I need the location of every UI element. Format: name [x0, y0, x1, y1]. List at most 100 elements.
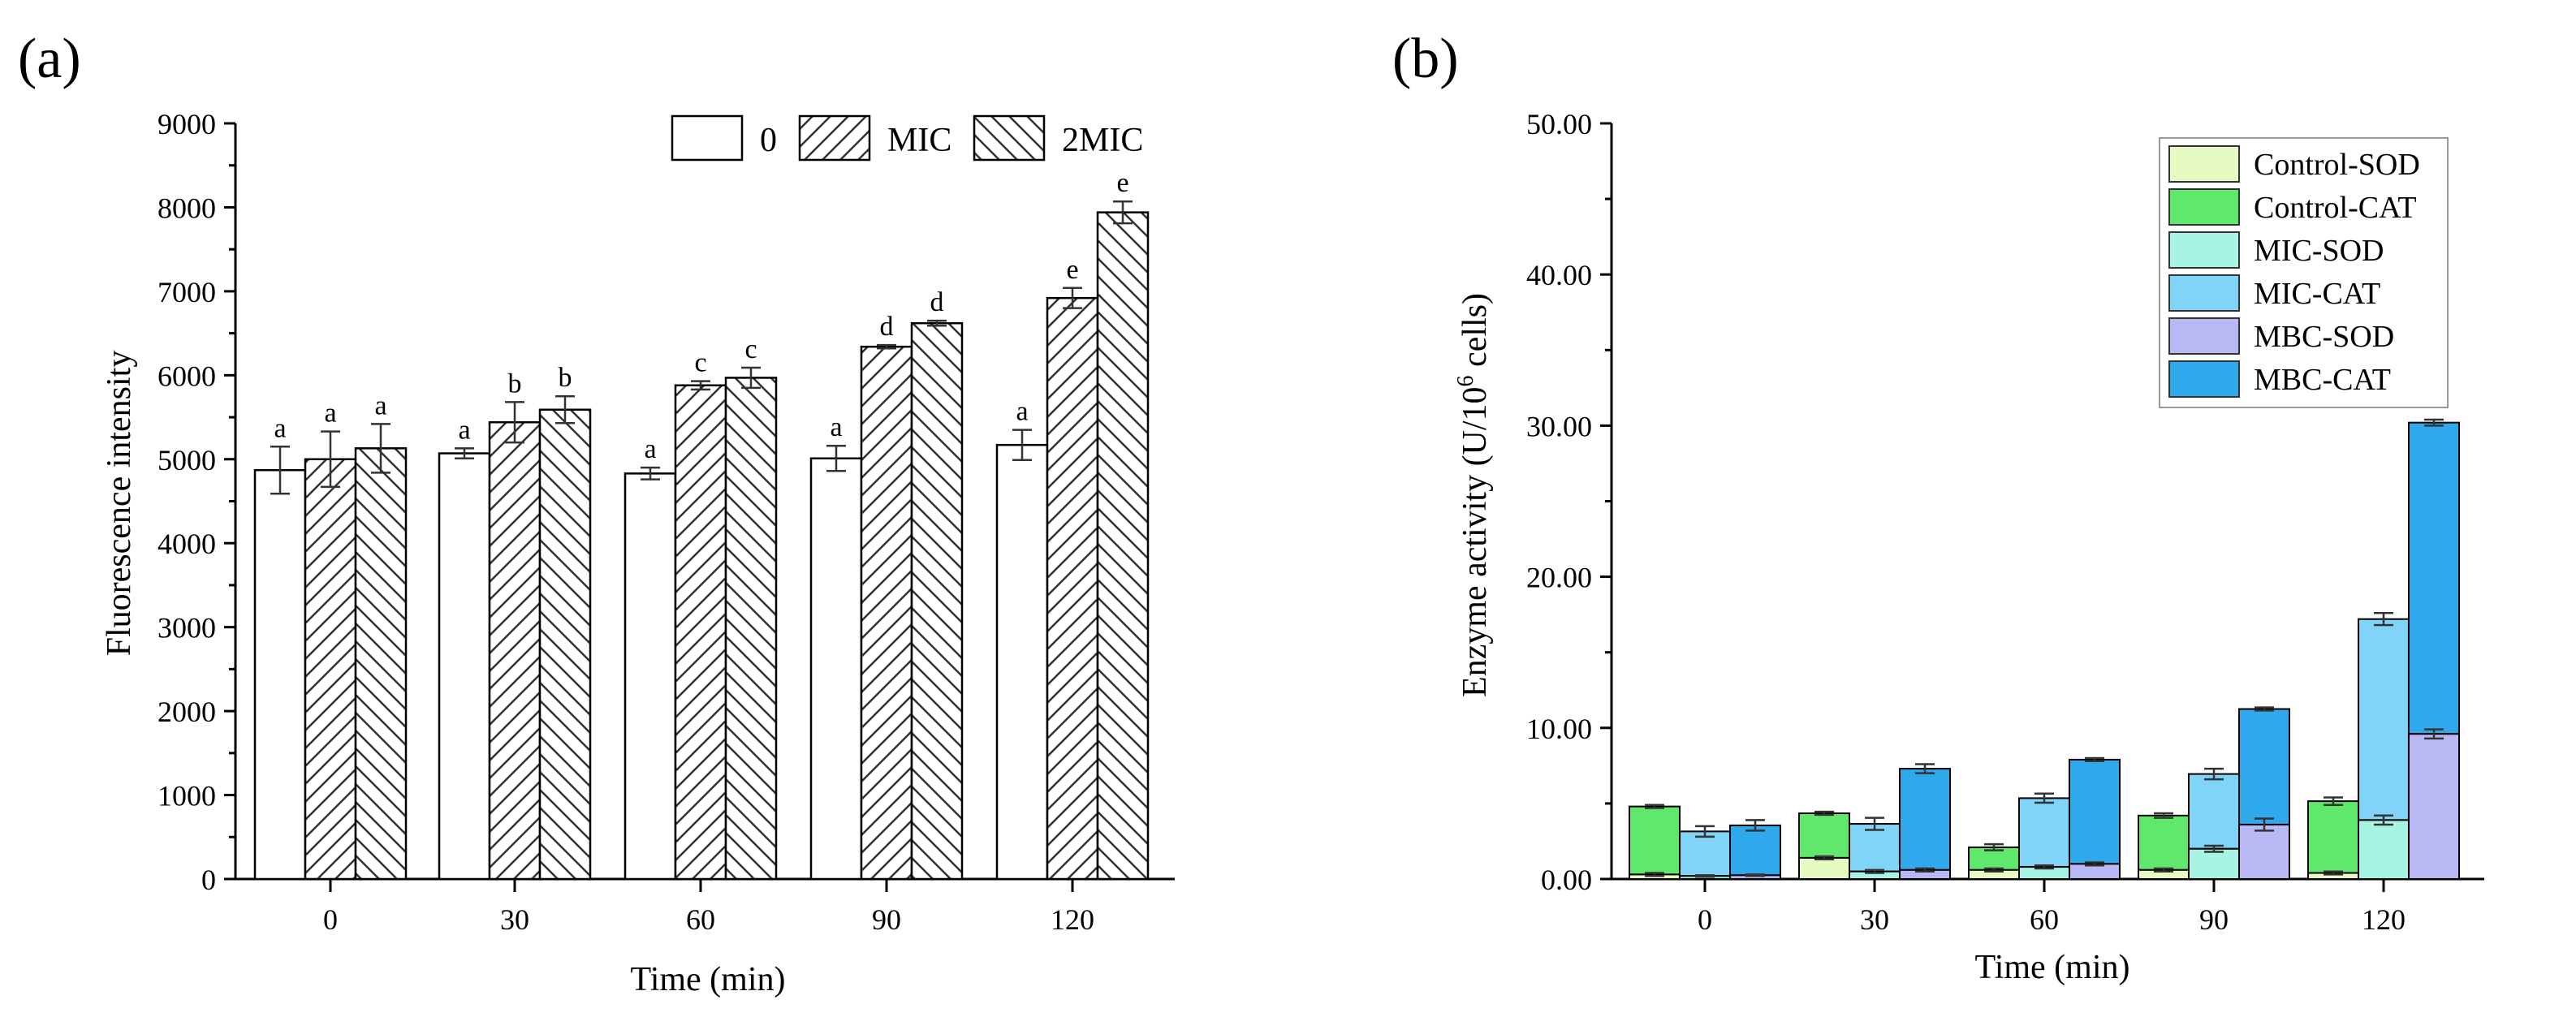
panel-a-xtick-label: 0 [323, 903, 338, 936]
bar-0-90 [809, 457, 863, 881]
panel-b-xtick-label: 60 [2030, 903, 2059, 936]
panel-b-ytick-label: 20.00 [1526, 562, 1592, 594]
bar-0-120 [995, 443, 1049, 881]
panel-a: (a) 010002000300040005000600070008000900… [18, 28, 1175, 998]
legend-swatch-MBC-CAT [2168, 360, 2240, 398]
panel-b-xtick-label: 90 [2199, 903, 2229, 936]
panel-b-ylabel: Enzyme activity (U/106 cells) [1453, 293, 1494, 697]
panel-a-plot-area: 0 1000 2000 3000 4000 5000 6000 7000 8000 9000 0 a a… [157, 108, 1175, 936]
panel-b-ytick-label: 40.00 [1526, 259, 1592, 291]
panel-a-ytick-label: 1000 [157, 780, 216, 812]
panel-b-ylabel-end: cells) [1456, 293, 1494, 375]
bar-Control-CAT-120 [2307, 800, 2359, 874]
bar-MBC-CAT-60 [2069, 758, 2121, 865]
bar-MBC-CAT-0 [1729, 824, 1781, 877]
panel-b-xtick-label: 30 [1860, 903, 1889, 936]
bar-2MIC-0 [354, 447, 408, 881]
significance-letter: a [458, 415, 470, 445]
legend-label-Control-SOD: Control-SOD [2254, 148, 2420, 182]
bar-0-60 [624, 472, 677, 881]
significance-letter: e [1116, 168, 1128, 198]
legend-mic-label: MIC [887, 122, 951, 159]
panel-b-xtick-label: 120 [2362, 903, 2406, 936]
bar-2MIC-120 [1096, 211, 1150, 881]
significance-letter: c [744, 334, 757, 364]
significance-letter: a [644, 434, 656, 464]
panel-a-xtick-label: 60 [686, 903, 715, 936]
legend-label-MBC-SOD: MBC-SOD [2254, 320, 2394, 354]
bar-Control-CAT-30 [1798, 812, 1850, 859]
panel-b-ytick-label: 50.00 [1526, 108, 1592, 140]
panel-a-ytick-label: 9000 [157, 108, 216, 140]
panel-b: (b) 0.00 10.00 20.00 30.00 40.00 50.00 0 30 60 90… [1392, 28, 2484, 986]
panel-a-label: (a) [18, 28, 81, 90]
bar-MIC-CAT-120 [2358, 618, 2410, 821]
panel-a-ytick-label: 7000 [157, 276, 216, 308]
legend-2mic-swatch [973, 114, 1046, 162]
panel-b-xtick-label: 0 [1698, 903, 1712, 936]
legend-swatch-Control-SOD [2168, 145, 2240, 183]
bar-MIC-CAT-30 [1849, 823, 1901, 873]
bar-2MIC-90 [910, 321, 964, 881]
panel-a-ytick-label: 8000 [157, 192, 216, 224]
bar-0-30 [438, 452, 491, 881]
bar-MIC-90 [860, 345, 913, 881]
legend-2mic-label: 2MIC [1062, 122, 1143, 159]
bar-2MIC-30 [538, 408, 592, 881]
legend-swatch-MIC-SOD [2168, 231, 2240, 269]
bar-MIC-CAT-0 [1679, 830, 1731, 877]
bar-MIC-SOD-90 [2188, 847, 2240, 881]
panel-a-ytick-label: 2000 [157, 696, 216, 728]
panel-a-xtick-label: 90 [872, 903, 901, 936]
panel-a-legend: 0 MIC 2MIC [671, 114, 1143, 162]
panel-a-xtick-label: 120 [1051, 903, 1094, 936]
bar-MBC-CAT-30 [1899, 768, 1951, 871]
panel-b-plot-area: 0.00 10.00 20.00 30.00 40.00 50.00 0 30 60 90 120 [1526, 108, 2484, 936]
panel-b-legend: Control-SOD Control-CAT MIC-SOD MIC-CAT MBC-… [2159, 137, 2449, 408]
legend-label-MIC-SOD: MIC-SOD [2254, 234, 2384, 268]
significance-letter: d [930, 287, 944, 317]
panel-b-ytick-label: 0.00 [1541, 864, 1592, 896]
bar-2MIC-60 [724, 377, 778, 881]
bar-Control-SOD-30 [1798, 856, 1850, 881]
bar-MBC-CAT-90 [2238, 708, 2290, 825]
significance-letter: b [508, 368, 522, 399]
bar-MIC-CAT-90 [2188, 773, 2240, 850]
panel-a-ytick-label: 3000 [157, 612, 216, 644]
legend-label-MIC-CAT: MIC-CAT [2254, 277, 2380, 311]
significance-letter: a [1016, 397, 1028, 427]
significance-letter: e [1066, 255, 1078, 285]
significance-letter: a [274, 413, 286, 443]
panel-b-ylabel-sup: 6 [1453, 375, 1478, 386]
significance-letter: a [830, 412, 842, 442]
bar-MIC-CAT-60 [2018, 797, 2070, 868]
panel-b-ytick-label: 10.00 [1526, 713, 1592, 745]
significance-letter: d [880, 312, 894, 342]
legend-0-swatch [671, 114, 744, 162]
bar-MIC-60 [674, 384, 727, 881]
bar-MBC-SOD-120 [2408, 733, 2460, 880]
legend-mic-swatch [798, 114, 871, 162]
bar-Control-CAT-0 [1629, 805, 1681, 876]
significance-letter: b [559, 363, 572, 393]
bar-MIC-120 [1046, 296, 1099, 881]
panel-b-ylabel-main: Enzyme activity (U/10 [1456, 386, 1494, 697]
panel-b-xlabel: Time (min) [1975, 949, 2130, 986]
legend-0-label: 0 [760, 122, 777, 159]
legend-swatch-Control-CAT [2168, 188, 2240, 226]
panel-a-ylabel: Fluorescence intensity [101, 351, 138, 657]
panel-a-ytick-label: 6000 [157, 360, 216, 392]
bar-Control-CAT-90 [2138, 814, 2190, 871]
panel-a-ytick-label: 4000 [157, 528, 216, 560]
significance-letter: c [694, 348, 706, 378]
bar-MIC-SOD-120 [2358, 819, 2410, 881]
bar-MIC-0 [304, 458, 357, 881]
panel-a-ytick-label: 0 [201, 864, 216, 896]
significance-letter: a [324, 399, 336, 429]
panel-b-label: (b) [1392, 28, 1459, 90]
panel-a-ytick-label: 5000 [157, 444, 216, 476]
bar-MBC-CAT-120 [2408, 421, 2460, 735]
bar-MIC-30 [488, 421, 542, 881]
panel-a-xlabel: Time (min) [631, 961, 786, 998]
